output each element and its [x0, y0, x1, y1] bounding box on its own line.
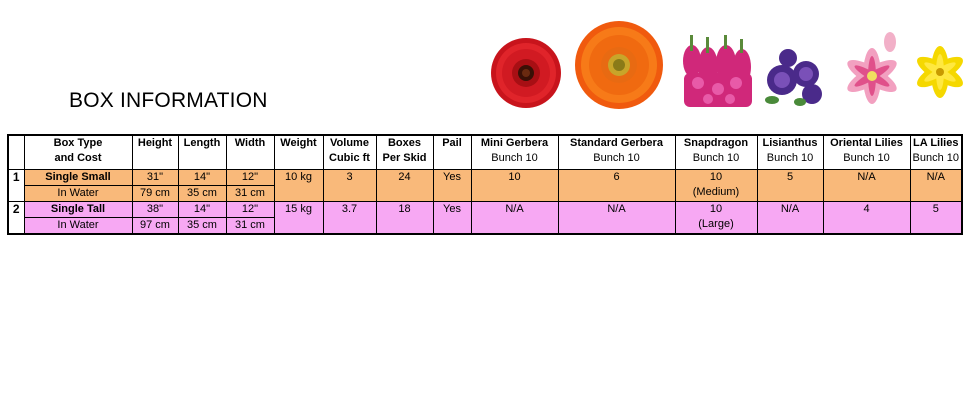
header-pail: Pail	[432, 134, 472, 170]
weight-cell: 15 kg	[273, 201, 324, 235]
header-weight: Weight	[273, 134, 324, 170]
page-title: BOX INFORMATION	[69, 89, 268, 112]
la-lily-flower-image	[917, 46, 963, 98]
length-cm-cell: 35 cm	[177, 185, 227, 202]
boxes-cell: 24	[375, 169, 434, 202]
width-inches-cell: 12"	[225, 169, 275, 186]
width-inches-cell: 12"	[225, 201, 275, 218]
box-type-sub-cell: In Water	[23, 217, 133, 235]
weight-cell: 10 kg	[273, 169, 324, 202]
header-lisianthus: Lisianthus Bunch 10	[756, 134, 824, 170]
table-row: 2 Single Tall 38" 14" 12" 15 kg 3.7 18 Y…	[7, 201, 963, 235]
mini-gerbera-cell: 10	[470, 169, 559, 202]
oriental-lilies-cell: N/A	[822, 169, 911, 202]
box-type-cell: Single Tall	[23, 201, 133, 218]
header-height: Height	[131, 134, 179, 170]
boxes-cell: 18	[375, 201, 434, 235]
standard-gerbera-cell: 6	[557, 169, 676, 202]
standard-gerbera-cell: N/A	[557, 201, 676, 235]
mini-gerbera-cell: N/A	[470, 201, 559, 235]
corner-cell	[7, 134, 25, 170]
row-number: 1	[7, 169, 25, 202]
table-subrow: In Water 79 cm 35 cm 31 cm	[8, 185, 962, 202]
row-number: 2	[7, 201, 25, 235]
box-type-cell: Single Small	[23, 169, 133, 186]
header-box-type: Box Type and Cost	[23, 134, 133, 170]
oriental-lilies-cell: 4	[822, 201, 911, 235]
lisianthus-cell: 5	[756, 169, 824, 202]
box-information-table: Box Type and Cost Height Length Width Wei…	[7, 134, 963, 235]
header-standard-gerbera: Standard Gerbera Bunch 10	[557, 134, 676, 170]
header-boxes: Boxes Per Skid	[375, 134, 434, 170]
pail-cell: Yes	[432, 169, 472, 202]
la-lilies-cell: N/A	[909, 169, 963, 202]
header-row: Box Type and Cost Height Length Width Wei…	[7, 134, 963, 170]
height-inches-cell: 38"	[131, 201, 179, 218]
header-length: Length	[177, 134, 227, 170]
pail-cell: Yes	[432, 201, 472, 235]
width-cm-cell: 31 cm	[225, 217, 275, 235]
snapdragon-flower-image	[678, 33, 756, 109]
lisianthus-flower-image	[765, 49, 822, 106]
header-snapdragon: Snapdragon Bunch 10	[674, 134, 758, 170]
snapdragon-cell: 10 (Medium)	[674, 169, 758, 202]
length-inches-cell: 14"	[177, 201, 227, 218]
header-volume: Volume Cubic ft	[322, 134, 377, 170]
length-cm-cell: 35 cm	[177, 217, 227, 235]
header-la-lilies: LA Lilies Bunch 10	[909, 134, 963, 170]
lisianthus-cell: N/A	[756, 201, 824, 235]
header-mini-gerbera: Mini Gerbera Bunch 10	[470, 134, 559, 170]
volume-cell: 3.7	[322, 201, 377, 235]
mini-gerbera-flower-image	[491, 38, 561, 108]
table-subrow: In Water 97 cm 35 cm 31 cm	[8, 217, 962, 235]
header-width: Width	[225, 134, 275, 170]
header-oriental-lilies: Oriental Lilies Bunch 10	[822, 134, 911, 170]
height-inches-cell: 31"	[131, 169, 179, 186]
box-type-sub-cell: In Water	[23, 185, 133, 202]
la-lilies-cell: 5	[909, 201, 963, 235]
width-cm-cell: 31 cm	[225, 185, 275, 202]
volume-cell: 3	[322, 169, 377, 202]
height-cm-cell: 79 cm	[131, 185, 179, 202]
standard-gerbera-flower-image	[575, 21, 663, 109]
height-cm-cell: 97 cm	[131, 217, 179, 235]
table-row: 1 Single Small 31" 14" 12" 10 kg 3 24 Ye…	[7, 169, 963, 202]
length-inches-cell: 14"	[177, 169, 227, 186]
snapdragon-cell: 10 (Large)	[674, 201, 758, 235]
oriental-lily-flower-image	[847, 32, 897, 104]
